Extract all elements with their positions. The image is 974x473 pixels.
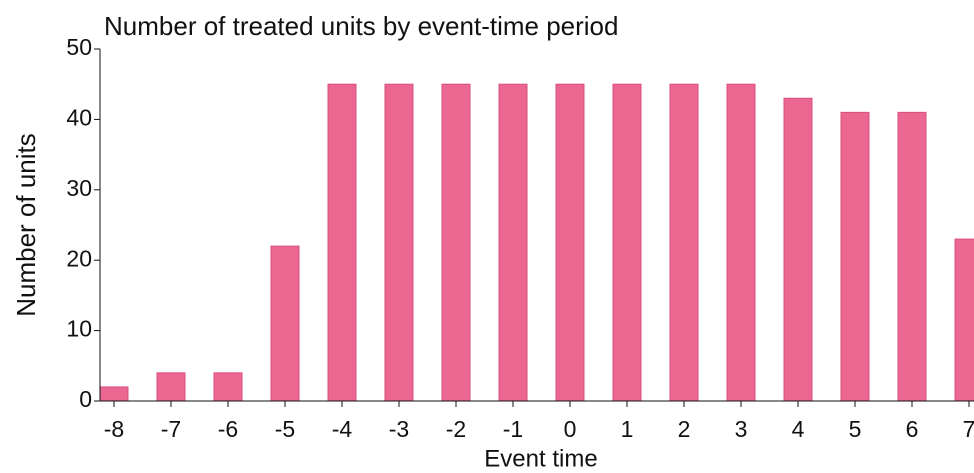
x-tick-label: 1 bbox=[621, 416, 634, 442]
x-tick-label: 7 bbox=[963, 416, 974, 442]
x-tick-label: -4 bbox=[332, 416, 353, 442]
y-tick-label: 30 bbox=[66, 175, 92, 201]
bar bbox=[612, 83, 642, 402]
x-tick-label: 2 bbox=[678, 416, 691, 442]
x-tick-label: -7 bbox=[161, 416, 181, 442]
y-tick-label: 10 bbox=[66, 316, 92, 342]
bar bbox=[783, 97, 813, 402]
x-tick-label: 4 bbox=[792, 416, 805, 442]
x-tick-label: -8 bbox=[104, 416, 124, 442]
x-tick-label: 6 bbox=[906, 416, 919, 442]
x-tick-label: -1 bbox=[503, 416, 523, 442]
y-axis-label: Number of units bbox=[11, 133, 41, 317]
bar bbox=[384, 83, 414, 402]
y-tick-label: 50 bbox=[66, 34, 92, 60]
bar bbox=[156, 372, 186, 402]
bar bbox=[726, 83, 756, 402]
bar bbox=[840, 111, 870, 402]
y-tick-label: 0 bbox=[79, 386, 92, 412]
bar bbox=[669, 83, 699, 402]
x-tick-label: 3 bbox=[735, 416, 748, 442]
bar bbox=[327, 83, 357, 402]
y-tick-label: 20 bbox=[66, 245, 92, 271]
x-tick-label: -6 bbox=[218, 416, 238, 442]
bar bbox=[555, 83, 585, 402]
x-tick-label: -2 bbox=[446, 416, 466, 442]
bar bbox=[441, 83, 471, 402]
x-tick-label: -3 bbox=[389, 416, 409, 442]
x-tick-label: 5 bbox=[849, 416, 862, 442]
bar bbox=[954, 238, 974, 402]
bar bbox=[99, 386, 129, 402]
chart-title: Number of treated units by event-time pe… bbox=[104, 11, 618, 41]
bar bbox=[897, 111, 927, 402]
bar bbox=[270, 245, 300, 402]
bar bbox=[213, 372, 243, 402]
x-tick-label: 0 bbox=[564, 416, 577, 442]
x-axis-label: Event time bbox=[484, 445, 597, 472]
bar bbox=[498, 83, 528, 402]
y-tick-label: 40 bbox=[66, 104, 92, 130]
x-tick-label: -5 bbox=[275, 416, 295, 442]
